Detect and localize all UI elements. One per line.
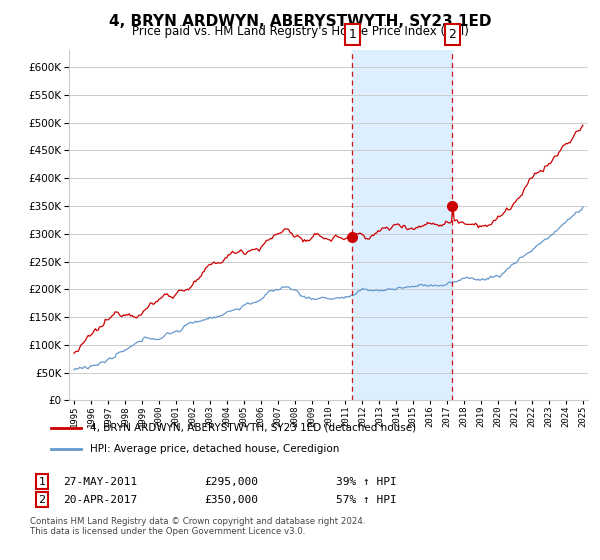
Text: £350,000: £350,000 [204, 494, 258, 505]
Text: 2: 2 [448, 28, 456, 41]
Text: Contains HM Land Registry data © Crown copyright and database right 2024.: Contains HM Land Registry data © Crown c… [30, 517, 365, 526]
Bar [352, 50, 452, 400]
Text: 20-APR-2017: 20-APR-2017 [63, 494, 137, 505]
Text: 1: 1 [38, 477, 46, 487]
Text: 27-MAY-2011: 27-MAY-2011 [63, 477, 137, 487]
Text: 1: 1 [349, 28, 356, 41]
Text: Price paid vs. HM Land Registry's House Price Index (HPI): Price paid vs. HM Land Registry's House … [131, 25, 469, 38]
Text: HPI: Average price, detached house, Ceredigion: HPI: Average price, detached house, Cere… [89, 444, 339, 454]
Text: 39% ↑ HPI: 39% ↑ HPI [336, 477, 397, 487]
Text: 57% ↑ HPI: 57% ↑ HPI [336, 494, 397, 505]
Text: 4, BRYN ARDWYN, ABERYSTWYTH, SY23 1ED (detached house): 4, BRYN ARDWYN, ABERYSTWYTH, SY23 1ED (d… [89, 423, 416, 433]
Text: 4, BRYN ARDWYN, ABERYSTWYTH, SY23 1ED: 4, BRYN ARDWYN, ABERYSTWYTH, SY23 1ED [109, 14, 491, 29]
Text: 2: 2 [38, 494, 46, 505]
Text: £295,000: £295,000 [204, 477, 258, 487]
Text: This data is licensed under the Open Government Licence v3.0.: This data is licensed under the Open Gov… [30, 528, 305, 536]
